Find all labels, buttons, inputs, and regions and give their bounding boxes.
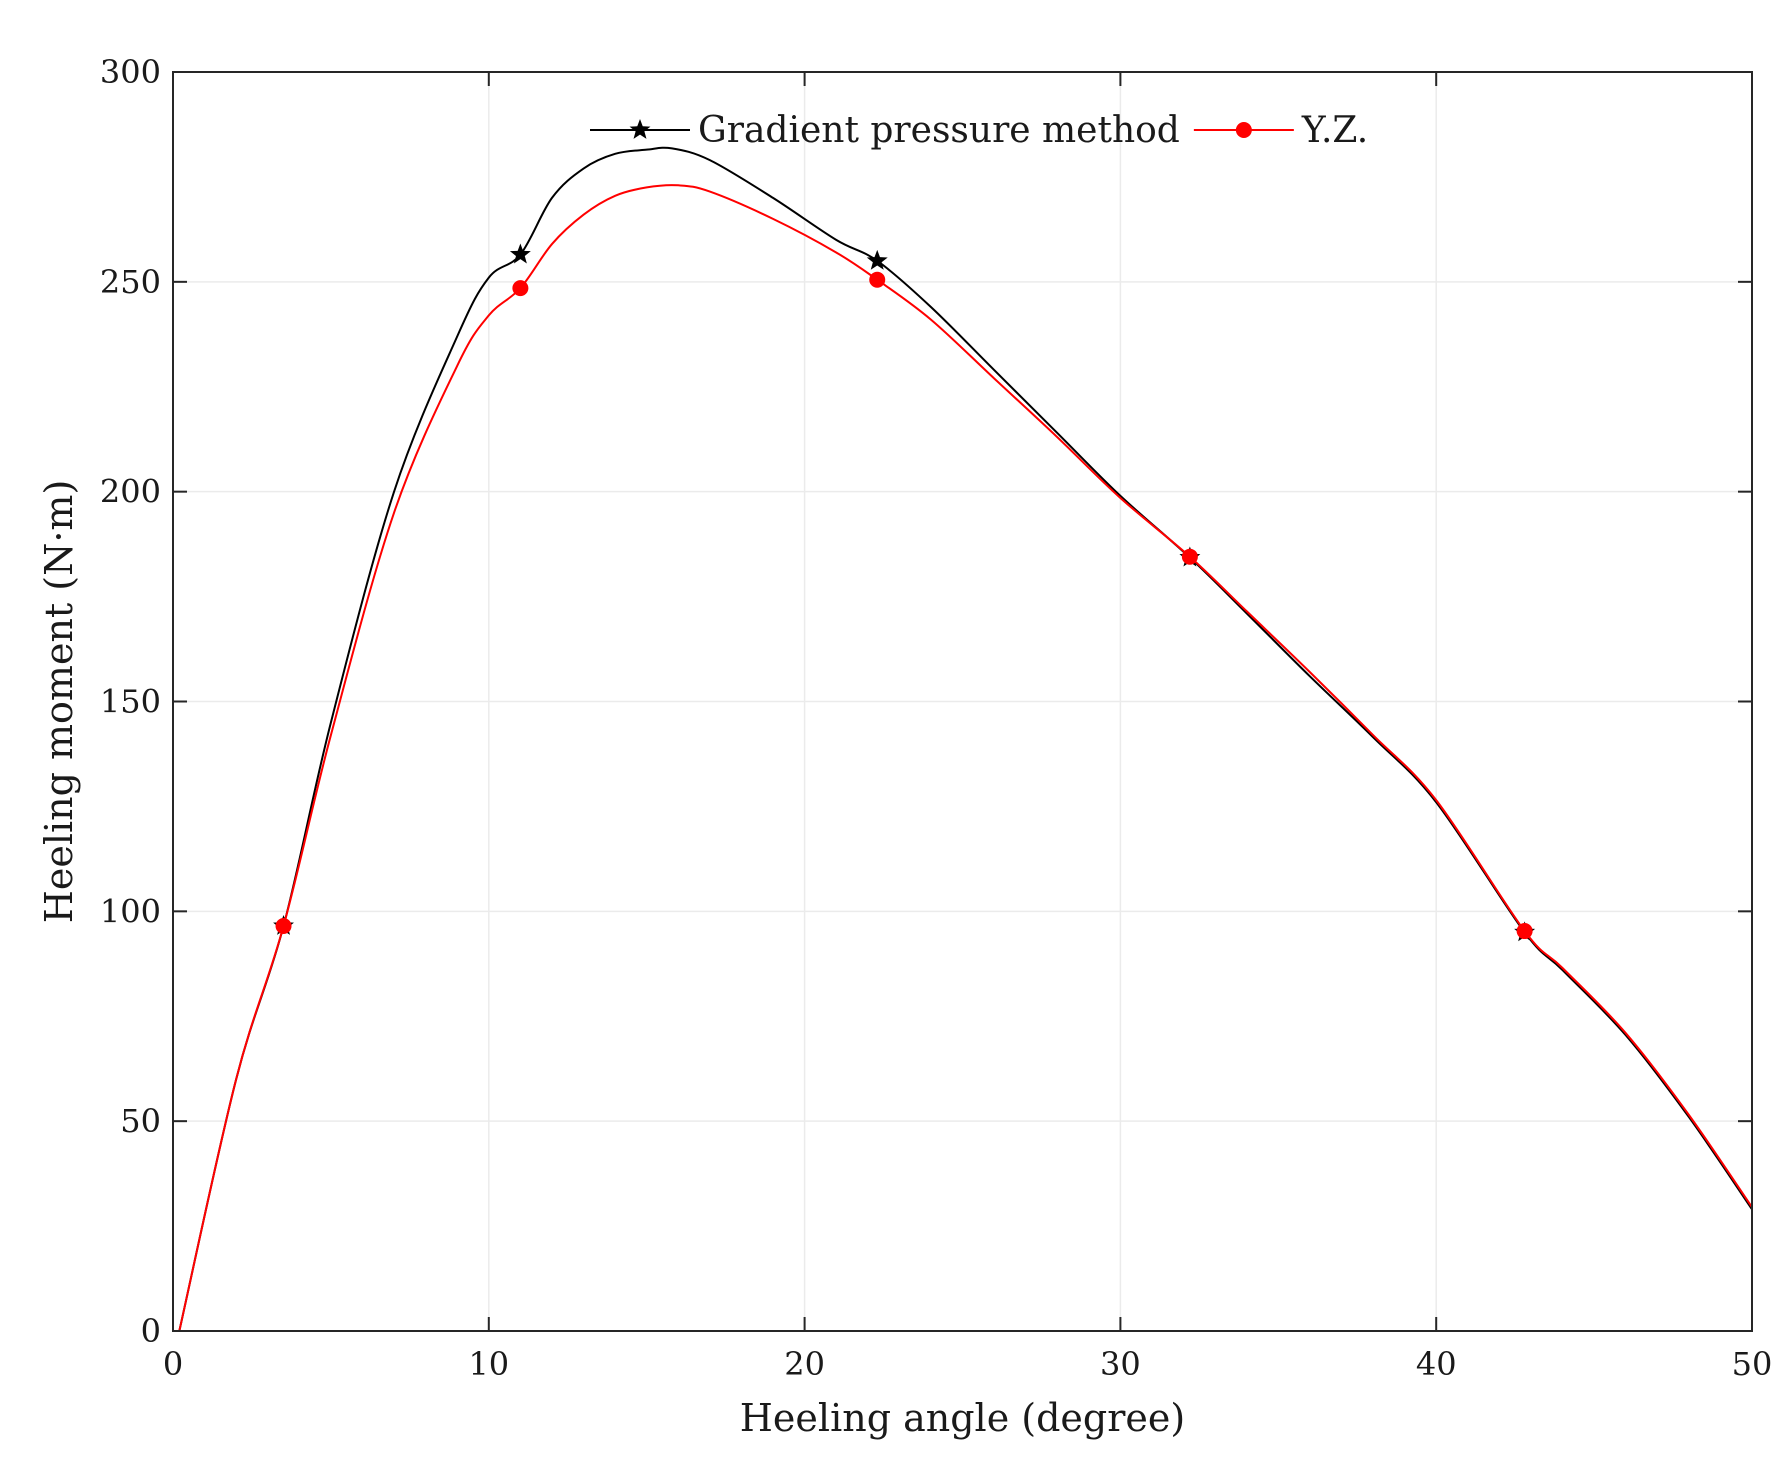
x-axis-label: Heeling angle (degree) [740,1396,1185,1440]
data-point-circle [1516,923,1533,940]
y-tick-label: 250 [100,263,161,301]
data-point-circle [869,271,886,288]
series-line [178,184,1753,1332]
y-tick-label: 300 [100,53,161,91]
legend-label: Gradient pressure method [698,110,1180,151]
y-tick-label: 200 [100,473,161,511]
x-tick-label: 50 [1732,1345,1773,1383]
legend-item: Gradient pressure method [590,110,1180,151]
data-point-circle [512,280,529,297]
data-point-circle [275,918,292,935]
legend-marker-circle [1235,122,1252,138]
series-yz [178,184,1753,1332]
x-tick-label: 30 [1100,1345,1141,1383]
y-tick-label: 50 [120,1102,161,1140]
x-tick-label: 10 [468,1345,509,1383]
series-line [178,146,1753,1332]
series-gradient-pressure-method [178,146,1753,1332]
data-point-circle [1181,548,1198,565]
y-tick-label: 0 [141,1312,161,1350]
x-tick-label: 40 [1416,1345,1457,1383]
y-tick-label: 100 [100,892,161,930]
series-layer [178,146,1753,1332]
legend-item: Y.Z. [1193,110,1368,151]
x-tick-label: 20 [784,1345,825,1383]
data-point-star [509,243,531,264]
legend: Gradient pressure method Y.Z. [590,110,1368,151]
y-tick-label: 150 [100,683,161,721]
ticks: 0 10 20 30 40 50 0 50 100 150 200 250 300 [100,53,1772,1383]
x-tick-label: 0 [163,1345,183,1383]
grid [172,71,1753,1332]
y-axis-label: Heeling moment (N·m) [37,480,81,924]
legend-marker-star [629,119,651,139]
data-point-star [866,249,888,270]
legend-label: Y.Z. [1301,110,1368,151]
